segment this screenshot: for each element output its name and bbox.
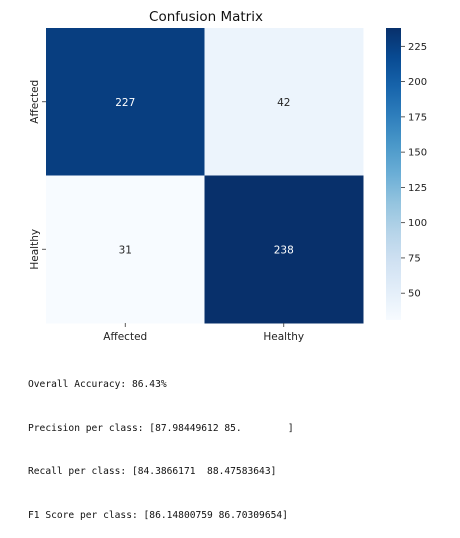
- confusion-matrix-chart: Confusion Matrix 227 42 31 238 Affected Heal…: [29, 9, 427, 343]
- chart-title: Confusion Matrix: [149, 9, 263, 25]
- heatmap-cell: [204, 175, 364, 324]
- x-tick-label: Healthy: [263, 331, 304, 343]
- colorbar-tick-label: 175: [408, 112, 427, 123]
- cell-value-label: 31: [119, 244, 132, 256]
- colorbar: 50 75 100 125 150 175 200 225: [386, 28, 427, 320]
- colorbar-gradient: [386, 28, 401, 320]
- overall-accuracy: Overall Accuracy: 86.43%: [28, 379, 167, 390]
- heatmap-cells: 227 42 31 238: [46, 28, 364, 324]
- y-tick-label: Affected: [29, 80, 41, 124]
- f1-score-per-class: F1 Score per class: [86.14800759 86.7030…: [28, 509, 288, 521]
- x-tick-label: Affected: [103, 331, 147, 343]
- cell-value-label: 238: [274, 244, 294, 256]
- colorbar-tick-label: 75: [408, 253, 421, 264]
- recall-per-class: Recall per class: [84.3866171 88.4758364…: [28, 466, 277, 477]
- precision-per-class: Precision per class: [87.98449612 85. ]: [28, 422, 294, 434]
- colorbar-tick-label: 150: [408, 148, 427, 159]
- colorbar-tick-label: 225: [408, 42, 427, 53]
- colorbar-tick-label: 50: [408, 289, 421, 300]
- cell-value-label: 227: [115, 97, 135, 109]
- heatmap-cell: [46, 175, 205, 324]
- cell-value-label: 42: [277, 97, 290, 109]
- colorbar-tick-label: 125: [408, 183, 427, 194]
- metrics-output: Overall Accuracy: 86.43% Precision per c…: [28, 349, 294, 538]
- heatmap-axes: Affected Healthy Affected Healthy: [29, 80, 304, 343]
- y-tick-label: Healthy: [29, 229, 41, 270]
- heatmap-cell: [46, 28, 205, 176]
- colorbar-tick-label: 200: [408, 77, 427, 88]
- colorbar-tick-label: 100: [408, 218, 427, 229]
- heatmap-cell: [204, 28, 364, 176]
